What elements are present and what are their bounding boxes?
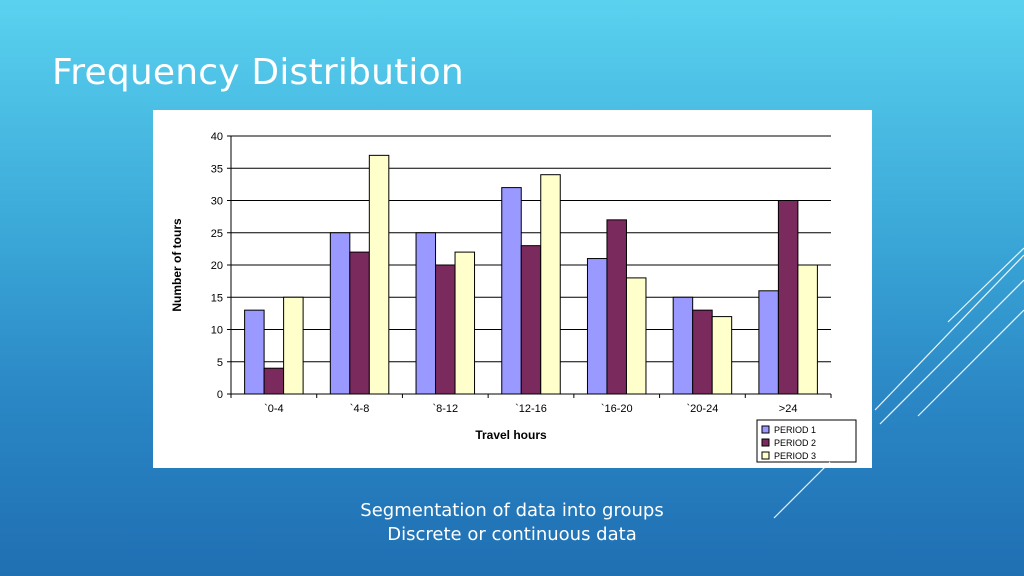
- caption-line-1: Segmentation of data into groups: [360, 500, 664, 521]
- deco-line-4: [917, 309, 1024, 417]
- deco-line-5: [773, 461, 831, 519]
- y-tick-label: 5: [217, 357, 223, 369]
- y-tick-label: 25: [211, 228, 223, 240]
- deco-line-3: [947, 247, 1024, 323]
- legend-swatch: [761, 451, 770, 460]
- x-tick-label: `8-12: [432, 403, 458, 415]
- bar: [244, 309, 265, 395]
- x-tick-label: `20-24: [687, 403, 719, 415]
- y-axis-label: Number of tours: [170, 218, 184, 312]
- y-tick-label: 40: [211, 131, 223, 143]
- y-tick-label: 10: [211, 325, 223, 337]
- legend-label: PERIOD 1: [774, 425, 816, 435]
- bar: [520, 245, 542, 395]
- x-tick-label: `0-4: [264, 403, 284, 415]
- bar: [415, 232, 437, 395]
- bar: [283, 296, 304, 395]
- bar: [777, 200, 799, 395]
- bar: [454, 251, 476, 395]
- y-tick-label: 20: [211, 260, 223, 272]
- bar-chart: 0 5 10 15 20 25 30 35 40 `0-4 `4-8 `8-12 `12-16 `16-2…: [170, 131, 857, 463]
- chart-panel: 0 5 10 15 20 25 30 35 40 `0-4 `4-8 `8-12 `12-16 `16-2…: [153, 110, 872, 468]
- x-tick-label: `12-16: [515, 403, 547, 415]
- bar: [625, 277, 647, 395]
- bar: [435, 264, 456, 395]
- bar: [501, 187, 522, 395]
- x-tick-label: `4-8: [350, 403, 370, 415]
- caption-line-2: Discrete or continuous data: [387, 524, 637, 545]
- deco-line-2: [879, 279, 1024, 425]
- y-tick-label: 35: [211, 163, 223, 175]
- legend-label: PERIOD 2: [774, 438, 816, 448]
- bar: [797, 264, 818, 395]
- bar: [349, 251, 370, 395]
- bar: [329, 232, 351, 395]
- x-tick-label: `16-20: [601, 403, 633, 415]
- bar: [606, 219, 627, 395]
- x-tick-label: >24: [779, 403, 798, 415]
- deco-line-1: [874, 254, 1024, 411]
- legend-swatch: [761, 438, 770, 447]
- y-tick-label: 15: [211, 292, 223, 304]
- bar: [368, 154, 390, 395]
- bar: [672, 296, 694, 395]
- legend-swatch: [761, 425, 770, 434]
- x-axis-label: Travel hours: [475, 428, 547, 442]
- legend-label: PERIOD 3: [774, 451, 816, 461]
- y-tick-label: 30: [211, 196, 223, 208]
- bar: [692, 309, 713, 395]
- bar: [586, 258, 608, 395]
- bar: [540, 174, 561, 395]
- y-tick-label: 0: [217, 389, 223, 401]
- bar: [758, 290, 779, 395]
- legend-box: [756, 419, 857, 463]
- bar: [711, 316, 733, 395]
- bar: [263, 367, 285, 395]
- slide-title: Frequency Distribution: [52, 52, 464, 93]
